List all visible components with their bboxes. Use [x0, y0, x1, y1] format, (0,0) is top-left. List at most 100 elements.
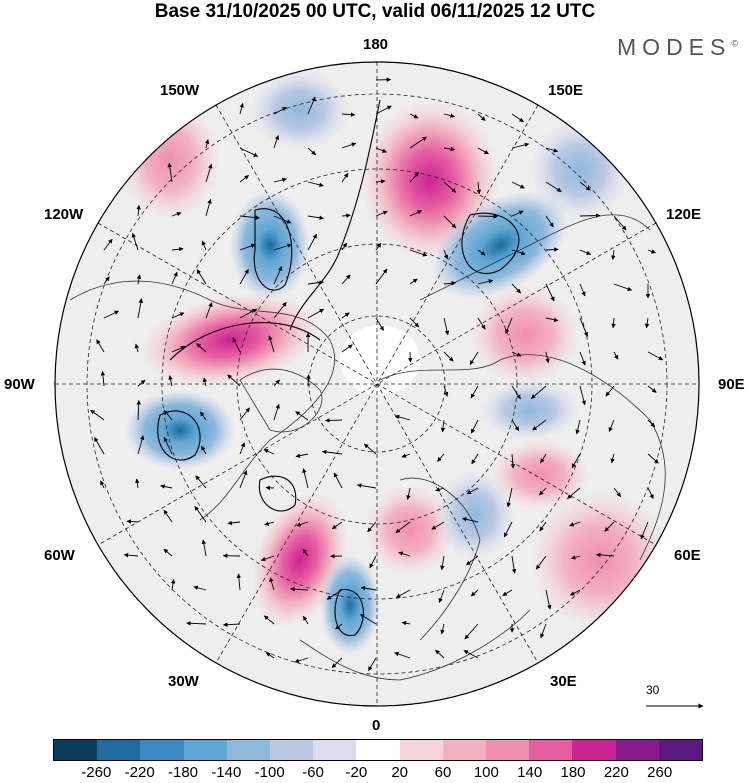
wind-arrow	[611, 317, 616, 329]
wind-arrow	[341, 112, 356, 117]
wind-arrow	[359, 614, 377, 625]
wind-arrow	[193, 585, 207, 591]
wind-arrow	[605, 385, 615, 397]
wind-arrow	[164, 410, 173, 421]
wind-arrow	[94, 437, 105, 455]
wind-arrow	[464, 623, 479, 640]
colorbar-tick-label: -220	[124, 764, 155, 781]
wind-arrow	[160, 484, 173, 489]
wind-arrow	[604, 521, 615, 532]
colorbar-swatch	[615, 740, 659, 760]
wind-arrow	[466, 555, 479, 566]
lon-label-0: 0	[372, 717, 381, 734]
page-title: Base 31/10/2025 00 UTC, valid 06/11/2025…	[154, 1, 596, 22]
colorbar-swatch	[658, 740, 703, 760]
wind-arrow	[532, 419, 547, 431]
wind-arrow	[341, 242, 348, 251]
wind-arrow	[545, 181, 562, 192]
wind-arrow	[306, 374, 311, 387]
wind-arrow	[341, 344, 353, 353]
wind-arrow	[126, 519, 139, 524]
wind-arrow	[443, 385, 449, 397]
wind-arrow	[440, 419, 446, 433]
wind-arrow	[545, 147, 559, 153]
wind-arrow	[431, 521, 445, 530]
colorbar-swatch	[486, 740, 530, 760]
wind-arrow	[613, 487, 622, 498]
wind-arrow	[443, 351, 454, 362]
wind-arrow	[567, 487, 581, 499]
wind-arrow	[369, 555, 377, 569]
wind-arrow	[443, 317, 450, 336]
wind-arrow	[204, 139, 210, 149]
wind-arrow	[103, 238, 113, 251]
brand-mark: ©	[731, 38, 738, 49]
brand-logo: MODES©	[617, 34, 738, 61]
lon-label-30w: 30W	[168, 673, 199, 690]
wind-arrow	[200, 411, 207, 421]
colorbar-swatch	[226, 740, 271, 760]
wind-arrow	[409, 172, 420, 183]
wind-arrow	[273, 215, 292, 224]
colorbar-swatch	[183, 740, 227, 760]
wind-arrow	[363, 443, 377, 455]
wind-arrow	[307, 233, 317, 251]
wind-arrow	[168, 375, 173, 387]
wind-arrow	[163, 509, 173, 523]
lon-label-180: 180	[363, 36, 389, 53]
wind-arrow	[647, 419, 656, 428]
wind-arrow	[394, 651, 411, 659]
colorbar-tick-label: 220	[603, 764, 629, 781]
wind-arrow	[545, 589, 552, 610]
wind-arrow	[201, 240, 207, 251]
wind-arrow	[239, 442, 246, 455]
wind-arrow	[302, 615, 309, 625]
wind-arrow	[443, 215, 457, 229]
wind-arrow	[360, 585, 377, 591]
wind-arrow	[260, 555, 275, 562]
lon-label-90w: 90W	[4, 376, 35, 393]
colorbar-tick-label: 180	[560, 764, 586, 781]
wind-arrow	[401, 620, 411, 626]
wind-arrow	[579, 385, 586, 406]
wind-arrow	[613, 283, 633, 291]
wind-arrow	[273, 266, 283, 285]
wind-arrow	[195, 475, 207, 489]
colorbar-swatch	[97, 740, 141, 760]
lon-label-30e: 30E	[550, 673, 577, 690]
wind-arrow	[137, 298, 143, 319]
wind-arrow	[545, 247, 559, 252]
wind-arrow	[477, 147, 489, 155]
colorbar	[53, 739, 703, 761]
coastlines	[69, 214, 666, 681]
wind-arrow	[545, 215, 554, 228]
wind-arrow	[443, 181, 457, 193]
colorbar-tick-label: 100	[473, 764, 499, 781]
wind-arrow	[273, 302, 287, 319]
colorbar-tick-label: -100	[254, 764, 285, 781]
wind-arrow	[137, 435, 145, 455]
wind-arrow	[307, 96, 316, 115]
wind-arrow	[205, 163, 213, 183]
wind-arrow	[163, 548, 173, 557]
wind-arrow	[103, 310, 120, 319]
wind-arrow	[503, 521, 513, 538]
wind-arrow	[570, 555, 581, 560]
wind-arrow	[222, 622, 241, 627]
lon-label-150e: 150E	[548, 82, 584, 99]
wind-arrow	[579, 181, 591, 191]
colorbar-ticks: -260 -220 -180 -140 -100 -60 -20 20 60 100 140 180 2…	[53, 764, 703, 782]
wind-arrow	[273, 177, 287, 183]
colorbar-swatch	[356, 740, 400, 760]
wind-arrow	[368, 657, 377, 672]
wind-arrow	[239, 243, 256, 251]
wind-arrow	[469, 351, 479, 365]
wind-arrow	[239, 308, 258, 319]
wind-arrow	[307, 308, 325, 319]
wind-arrow	[325, 418, 343, 423]
wind-arrow	[326, 589, 343, 600]
wind-arrow	[538, 487, 547, 496]
wind-arrow	[205, 198, 212, 217]
wind-arrow	[579, 283, 586, 297]
lon-label-60w: 60W	[44, 547, 75, 564]
